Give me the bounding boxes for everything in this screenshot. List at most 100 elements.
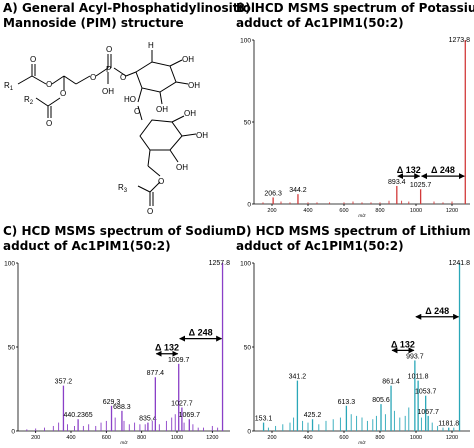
peak-label: 206.3 bbox=[264, 190, 282, 197]
y-tick-label: 100 bbox=[240, 38, 251, 45]
peak-label: 629.3 bbox=[103, 399, 121, 406]
x-tick-label: 1200 bbox=[446, 435, 458, 441]
peak-label: 425.2 bbox=[304, 412, 322, 419]
panel-a-title: A) General Acyl-Phosphatidylinositiol Ma… bbox=[3, 1, 255, 31]
peak-label: 1069.7 bbox=[179, 412, 201, 419]
x-tick-label: 1000 bbox=[410, 435, 422, 441]
x-tick-label: 1200 bbox=[446, 208, 458, 214]
oh-label-4: OH bbox=[184, 109, 196, 118]
oh-label-2: OH bbox=[188, 81, 200, 90]
peak-label: 1025.7 bbox=[410, 182, 432, 189]
delta-label: Δ 248 bbox=[425, 306, 449, 316]
peak-label: 877.4 bbox=[147, 370, 165, 377]
peak-label: 1241.8 bbox=[449, 260, 471, 267]
x-axis-label-d: m/z bbox=[358, 440, 366, 445]
panel-b-title-line2: adduct of Ac1PIM1(50:2) bbox=[236, 16, 404, 30]
delta-label: Δ 248 bbox=[431, 165, 455, 175]
peak-label: 1067.7 bbox=[417, 409, 439, 416]
x-tick-label: 200 bbox=[31, 435, 40, 441]
oh-label-1: OH bbox=[182, 55, 194, 64]
peak-label: 1257.8 bbox=[209, 260, 231, 267]
o-label-6: O bbox=[106, 45, 112, 54]
oh-label-p: OH bbox=[102, 87, 114, 96]
peak-label: 1053.7 bbox=[415, 389, 437, 396]
x-tick-label: 800 bbox=[137, 435, 146, 441]
ho-label: HO bbox=[124, 95, 136, 104]
x-axis-label-c: m/z bbox=[120, 440, 128, 445]
o-label-3: O bbox=[60, 89, 66, 98]
panel-c-title-line1: C) HCD MSMS spectrum of Sodium bbox=[3, 224, 236, 238]
peak-label: 688.3 bbox=[113, 404, 131, 411]
o-label-4: O bbox=[46, 119, 52, 128]
peak-label: 344.2 bbox=[289, 187, 307, 194]
oh-label-5: OH bbox=[196, 131, 208, 140]
y-tick-label: 0 bbox=[247, 429, 251, 436]
panel-a-title-line2: Mannoside (PIM) structure bbox=[3, 16, 184, 30]
r3-label: R3 bbox=[118, 183, 128, 194]
x-tick-label: 400 bbox=[303, 208, 312, 214]
peak-label: 861.4 bbox=[382, 379, 400, 386]
x-tick-label: 600 bbox=[339, 208, 348, 214]
peak-label: 1273.8 bbox=[449, 37, 471, 44]
peak-label: 1027.7 bbox=[171, 400, 193, 407]
x-tick-label: 1000 bbox=[171, 435, 183, 441]
spectrum-d: 0 50 100 200 400 600 800 1000 1200 m/z 153.1 341.2 4… bbox=[240, 260, 471, 445]
panel-c-title-line2: adduct of Ac1PIM1(50:2) bbox=[3, 239, 171, 253]
peak-label: 440.2365 bbox=[64, 412, 93, 419]
peak-label: 835.4 bbox=[139, 416, 157, 423]
peak-label: 805.6 bbox=[372, 397, 390, 404]
o-label-9: O bbox=[158, 177, 164, 186]
oh-label-6: OH bbox=[176, 163, 188, 172]
panel-b-title-line1: B) HCD MSMS spectrum of Potassium bbox=[236, 1, 474, 15]
o-label-1: O bbox=[30, 55, 36, 64]
panel-a-title-line1: A) General Acyl-Phosphatidylinositiol bbox=[3, 1, 255, 15]
x-tick-label: 600 bbox=[102, 435, 111, 441]
panel-d-title-line2: adduct of Ac1PIM1(50:2) bbox=[236, 239, 404, 253]
y-tick-label: 50 bbox=[244, 120, 252, 127]
peak-label: 341.2 bbox=[289, 374, 307, 381]
delta-label: Δ 132 bbox=[397, 165, 421, 175]
o-label-5: O bbox=[90, 73, 96, 82]
x-tick-label: 400 bbox=[66, 435, 75, 441]
x-tick-label: 1200 bbox=[206, 435, 218, 441]
pim-structure-diagram: R1 O O O R2 O O P O OH O H OH OH OH HO O… bbox=[4, 41, 208, 216]
panel-c-title: C) HCD MSMS spectrum of Sodium adduct of… bbox=[3, 224, 236, 254]
r1-label: R1 bbox=[4, 81, 14, 92]
delta-label: Δ 132 bbox=[155, 343, 179, 353]
panel-d-title-line1: D) HCD MSMS spectrum of Lithium bbox=[236, 224, 471, 238]
x-tick-label: 200 bbox=[267, 208, 276, 214]
p-label: P bbox=[106, 65, 111, 74]
r2-label: R2 bbox=[24, 95, 34, 106]
peak-label: 357.2 bbox=[55, 379, 73, 386]
delta-label: Δ 132 bbox=[391, 339, 415, 349]
spectrum-c: 0 50 100 200 400 600 800 1000 1200 m/z 357.2 440.23… bbox=[4, 260, 231, 445]
y-tick-label: 100 bbox=[4, 261, 15, 268]
x-tick-label: 800 bbox=[375, 435, 384, 441]
o-label-10: O bbox=[147, 207, 153, 216]
x-tick-label: 800 bbox=[375, 208, 384, 214]
o-label-7: O bbox=[120, 73, 126, 82]
peak-label: 613.3 bbox=[338, 399, 356, 406]
peak-label: 153.1 bbox=[255, 416, 273, 423]
peak-label: 993.7 bbox=[406, 353, 424, 360]
peak-label: 1009.7 bbox=[168, 357, 190, 364]
x-tick-label: 1000 bbox=[410, 208, 422, 214]
oh-label-3: OH bbox=[156, 105, 168, 114]
o-label-2: O bbox=[46, 80, 52, 89]
y-tick-label: 100 bbox=[240, 261, 251, 268]
y-tick-label: 50 bbox=[244, 345, 252, 352]
x-tick-label: 200 bbox=[267, 435, 276, 441]
peak-label: 1011.8 bbox=[408, 374, 429, 381]
o-label-8: O bbox=[134, 107, 140, 116]
y-tick-label: 0 bbox=[247, 202, 251, 209]
panel-b-title: B) HCD MSMS spectrum of Potassium adduct… bbox=[236, 1, 474, 31]
x-tick-label: 400 bbox=[303, 435, 312, 441]
x-axis-label-b: m/z bbox=[358, 213, 366, 218]
h-label: H bbox=[148, 41, 154, 50]
y-tick-label: 50 bbox=[8, 345, 16, 352]
delta-label: Δ 248 bbox=[189, 328, 213, 338]
panel-d-title: D) HCD MSMS spectrum of Lithium adduct o… bbox=[236, 224, 471, 254]
peak-label: 1181.8 bbox=[438, 421, 459, 428]
peak-label: 893.4 bbox=[388, 179, 406, 186]
spectrum-b: 0 50 100 200 400 600 800 1000 1200 m/z 206.3 344.2 8… bbox=[240, 37, 471, 218]
